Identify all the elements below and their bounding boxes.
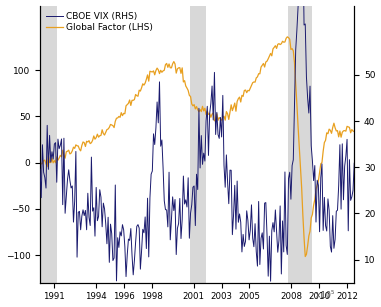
Bar bbox=[40, 6, 57, 283]
Bar bbox=[288, 6, 312, 283]
Text: $\times10^5$: $\times10^5$ bbox=[314, 289, 335, 301]
Legend: CBOE VIX (RHS), Global Factor (LHS): CBOE VIX (RHS), Global Factor (LHS) bbox=[45, 10, 155, 34]
Bar bbox=[190, 6, 206, 283]
